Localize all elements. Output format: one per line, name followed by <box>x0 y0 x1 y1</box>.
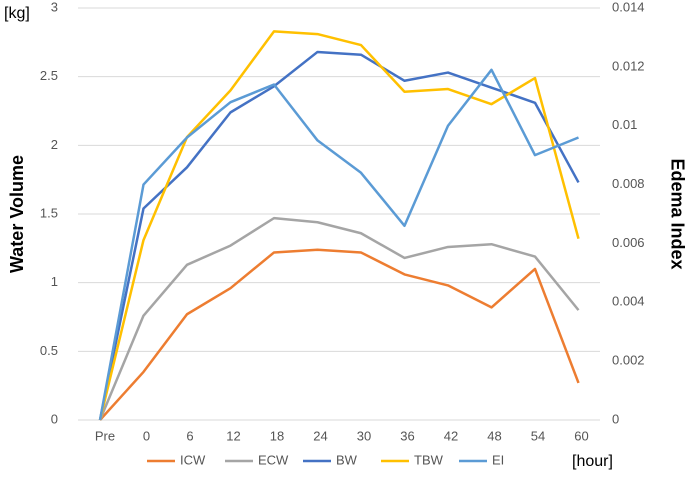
x-tick-label: 24 <box>313 428 327 443</box>
x-tick-label: 36 <box>400 428 414 443</box>
y2-tick-label: 0.008 <box>612 176 645 191</box>
x-tick-label: 18 <box>270 428 284 443</box>
y-tick-label: 0 <box>51 411 58 426</box>
x-tick-label: 48 <box>487 428 501 443</box>
x-unit: [hour] <box>572 453 613 470</box>
x-tick-label: Pre <box>95 428 115 443</box>
y2-tick-label: 0.014 <box>612 0 645 14</box>
y2-tick-label: 0.012 <box>612 58 645 73</box>
legend-label: ECW <box>258 452 289 467</box>
y2-tick-label: 0.01 <box>612 117 637 132</box>
series-line <box>98 68 579 421</box>
y-unit: [kg] <box>4 5 30 22</box>
x-tick-label: 0 <box>143 428 150 443</box>
y-tick-label: 2.5 <box>40 68 58 83</box>
x-tick-label: 60 <box>574 428 588 443</box>
y2-tick-label: 0.002 <box>612 353 645 368</box>
x-tick-label: 42 <box>444 428 458 443</box>
series-line <box>99 248 580 421</box>
legend-label: ICW <box>180 452 206 467</box>
x-tick-label: 12 <box>226 428 240 443</box>
y-tick-label: 1.5 <box>40 205 58 220</box>
legend-label: TBW <box>414 452 444 467</box>
legend-label: BW <box>336 452 358 467</box>
x-tick-label: 54 <box>531 428 545 443</box>
x-tick-label: 6 <box>186 428 193 443</box>
series-line <box>98 50 580 421</box>
legend-label: EI <box>492 452 504 467</box>
y-axis-label: Water Volume <box>7 155 27 273</box>
y-tick-label: 3 <box>51 0 58 14</box>
x-tick-label: 30 <box>357 428 371 443</box>
y2-tick-label: 0.006 <box>612 235 645 250</box>
y2-tick-label: 0.004 <box>612 294 645 309</box>
series-line <box>98 30 580 421</box>
y-tick-label: 2 <box>51 137 58 152</box>
y-tick-label: 0.5 <box>40 343 58 358</box>
y2-tick-label: 0 <box>612 411 619 426</box>
y-tick-label: 1 <box>51 274 58 289</box>
series-line <box>98 216 580 421</box>
y2-axis-label: Edema Index <box>667 158 685 269</box>
